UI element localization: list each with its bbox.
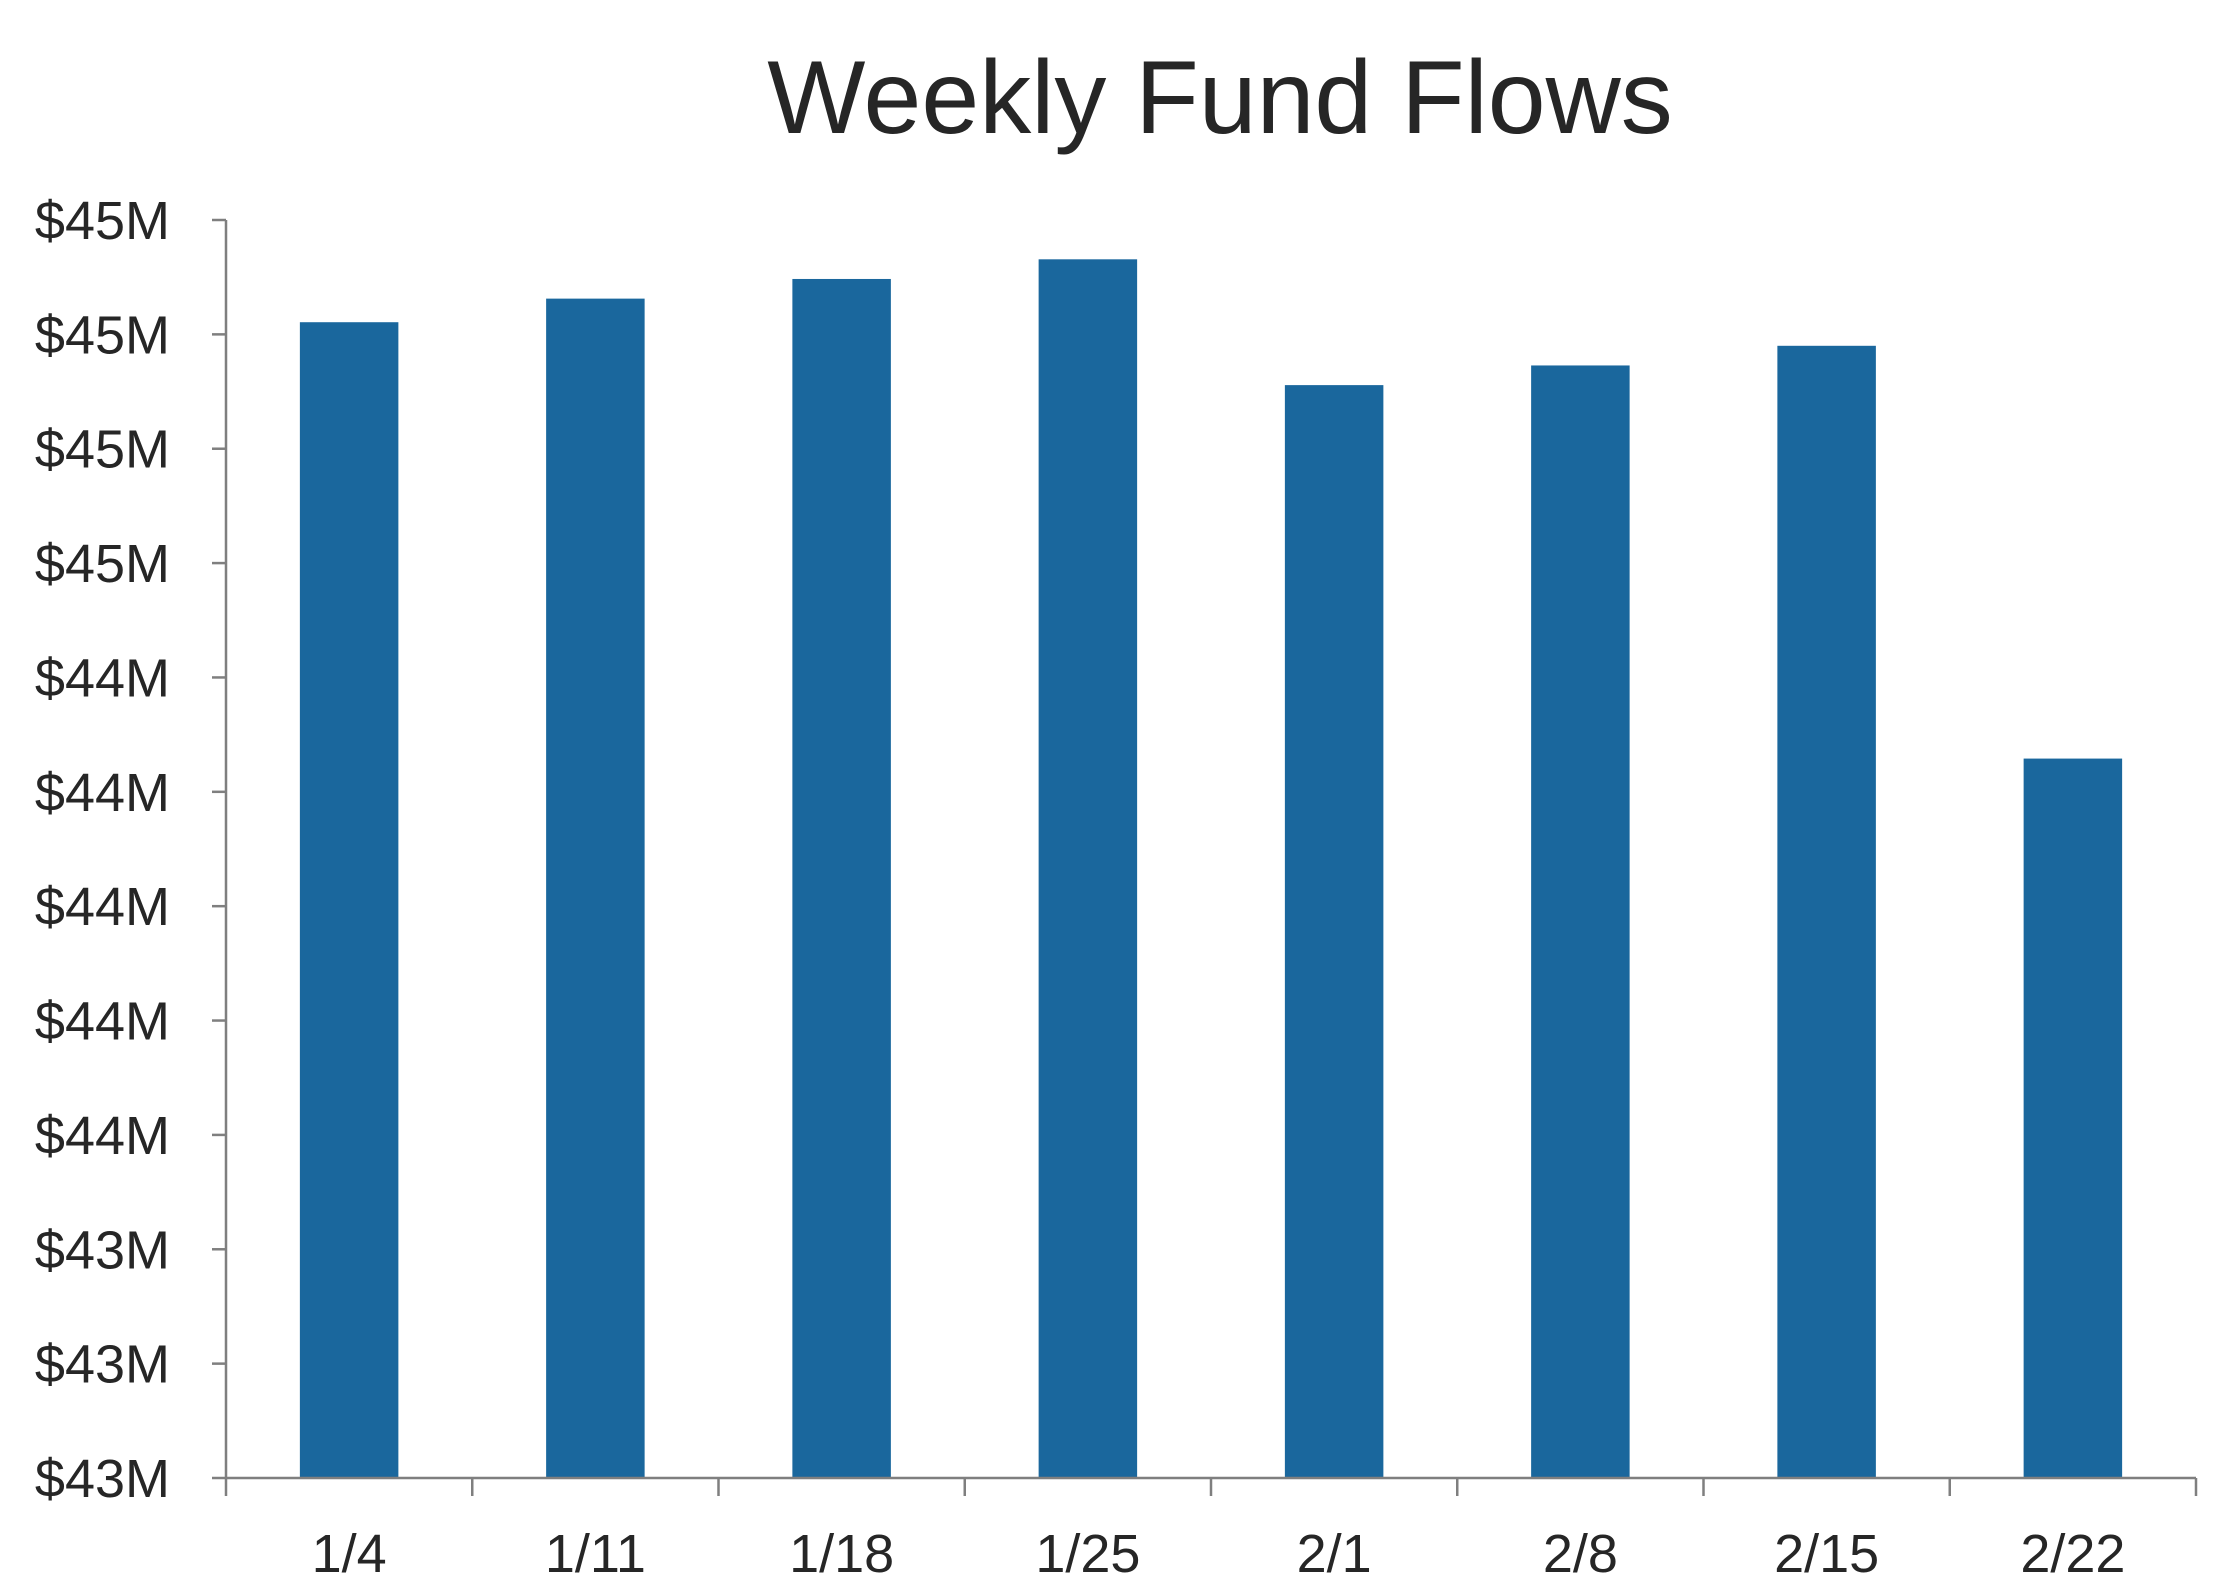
y-tick-label: $43M [35, 1220, 170, 1280]
x-tick-label: 2/22 [2020, 1524, 2125, 1584]
x-tick-label: 2/15 [1774, 1524, 1879, 1584]
x-tick-label: 1/18 [789, 1524, 894, 1584]
x-tick-label: 1/11 [545, 1524, 646, 1584]
bar-1-18 [792, 278, 891, 1478]
y-tick-label: $44M [35, 763, 170, 823]
y-tick-label: $43M [35, 1449, 170, 1509]
y-tick-label: $45M [35, 191, 170, 251]
bars [299, 259, 2123, 1478]
bar-1-4 [299, 322, 399, 1478]
bar-1-11 [546, 298, 645, 1478]
y-tick-label: $44M [35, 648, 170, 708]
y-axis: $43M $43M $43M $44M $44M $44M $44M $44M $45M $45M… [35, 191, 228, 1509]
y-tick-label: $43M [35, 1335, 170, 1395]
x-tick-label: 2/8 [1543, 1524, 1618, 1584]
x-tick-label: 2/1 [1297, 1524, 1372, 1584]
y-tick-label: $45M [35, 420, 170, 480]
bar-1-25 [1038, 259, 1138, 1478]
x-axis: 1/4 1/11 1/18 1/25 2/1 2/8 2/15 2/22 [224, 1476, 2198, 1584]
bar-2-22 [2023, 758, 2123, 1478]
x-tick-label: 1/25 [1035, 1524, 1140, 1584]
bar-2-15 [1777, 345, 1876, 1478]
x-tick-label: 1/4 [312, 1524, 387, 1584]
y-tick-label: $44M [35, 1106, 170, 1166]
y-tick-label: $44M [35, 992, 170, 1052]
bar-2-1 [1284, 385, 1384, 1478]
bar-2-8 [1531, 365, 1630, 1478]
y-tick-label: $44M [35, 877, 170, 937]
y-tick-label: $45M [35, 305, 170, 365]
y-tick-label: $45M [35, 534, 170, 594]
chart-title: Weekly Fund Flows [767, 40, 1672, 156]
